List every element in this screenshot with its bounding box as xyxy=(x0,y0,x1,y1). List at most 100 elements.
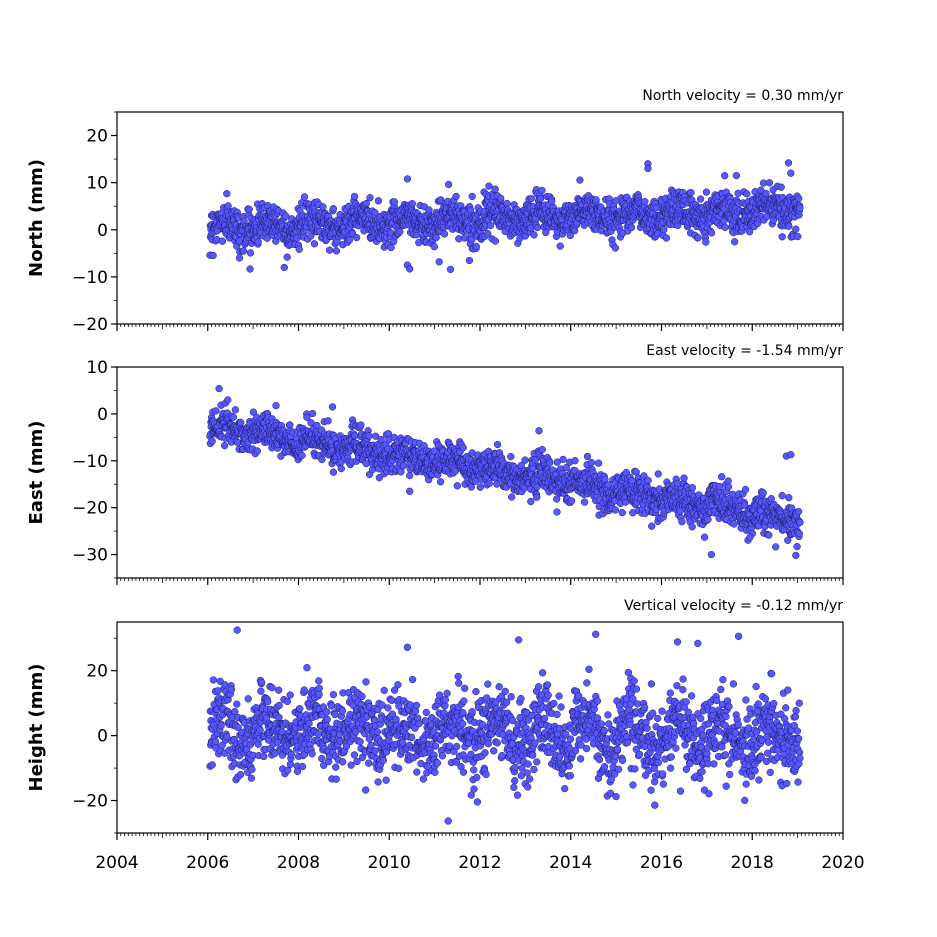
y-tick-label: −20 xyxy=(72,499,108,519)
data-point xyxy=(745,228,754,236)
data-point xyxy=(284,766,292,775)
data-point xyxy=(627,223,636,232)
data-point xyxy=(794,232,802,241)
data-point xyxy=(283,253,291,261)
data-point xyxy=(716,482,724,491)
data-point xyxy=(358,692,366,701)
data-point xyxy=(538,186,546,195)
data-point xyxy=(374,778,382,786)
data-point xyxy=(772,543,780,551)
data-point xyxy=(545,459,554,467)
data-point xyxy=(576,176,584,184)
data-point xyxy=(315,684,323,693)
data-point xyxy=(592,196,600,204)
data-point xyxy=(286,691,294,699)
data-point xyxy=(721,223,729,231)
data-point xyxy=(644,476,652,485)
data-point xyxy=(282,212,290,220)
data-point xyxy=(604,481,612,489)
data-point xyxy=(430,243,438,251)
data-point xyxy=(387,243,395,252)
data-point xyxy=(413,768,421,776)
data-point xyxy=(611,244,620,252)
data-point xyxy=(508,493,516,501)
data-point xyxy=(785,494,793,502)
data-point xyxy=(338,707,347,715)
data-point xyxy=(235,254,244,262)
data-point xyxy=(328,403,337,411)
data-point xyxy=(796,204,804,212)
data-point xyxy=(399,462,408,470)
data-point xyxy=(256,726,264,734)
data-point xyxy=(497,194,505,202)
data-point xyxy=(257,678,266,687)
data-point xyxy=(275,686,283,694)
data-point xyxy=(315,677,323,685)
data-point xyxy=(476,483,484,491)
data-point xyxy=(517,461,525,470)
data-point xyxy=(347,761,355,769)
data-point xyxy=(503,199,511,208)
y-tick-label: 20 xyxy=(86,127,108,147)
data-point xyxy=(704,515,712,524)
data-point xyxy=(310,240,319,248)
data-point xyxy=(339,758,347,766)
data-point xyxy=(362,199,370,208)
data-point xyxy=(724,483,733,491)
data-point xyxy=(765,531,773,539)
data-point xyxy=(362,678,370,686)
data-point xyxy=(211,737,220,746)
data-point xyxy=(224,396,232,404)
y-tick-label: 10 xyxy=(86,358,108,378)
data-point xyxy=(272,401,280,410)
data-point xyxy=(472,242,480,251)
data-point xyxy=(352,233,361,242)
data-point xyxy=(245,205,253,213)
y-axis-label: East (mm) xyxy=(26,421,47,525)
data-point xyxy=(392,715,400,723)
panel-title: East velocity = -1.54 mm/yr xyxy=(646,343,843,359)
data-point xyxy=(314,730,322,738)
y-axis-label: North (mm) xyxy=(26,159,47,277)
data-point xyxy=(594,459,603,467)
y-tick-label: 10 xyxy=(86,174,108,194)
data-point xyxy=(305,719,313,728)
data-point xyxy=(332,247,341,255)
data-point xyxy=(324,417,332,425)
data-point xyxy=(484,229,492,238)
data-point xyxy=(371,208,379,217)
data-point xyxy=(406,487,414,495)
data-point xyxy=(731,238,739,246)
data-point xyxy=(313,421,321,430)
data-point xyxy=(785,222,793,230)
data-point xyxy=(239,247,248,255)
data-point xyxy=(688,484,697,492)
data-point xyxy=(231,406,240,414)
data-point xyxy=(300,686,308,694)
data-point xyxy=(718,473,726,481)
data-point xyxy=(485,479,493,487)
data-point xyxy=(236,770,245,779)
data-point xyxy=(792,225,800,233)
data-point xyxy=(430,447,438,455)
data-point xyxy=(571,457,579,465)
data-point xyxy=(472,477,480,485)
data-point xyxy=(644,164,652,173)
data-point xyxy=(765,179,774,187)
data-point xyxy=(521,456,529,464)
data-point xyxy=(548,197,556,206)
data-point xyxy=(307,419,315,427)
data-point xyxy=(433,759,442,767)
data-point xyxy=(244,695,252,703)
data-point xyxy=(406,265,414,273)
data-point xyxy=(325,246,334,254)
data-point xyxy=(329,468,338,476)
data-point xyxy=(303,664,311,672)
data-point xyxy=(535,427,543,435)
data-point xyxy=(295,245,303,253)
data-point xyxy=(746,533,754,541)
data-point xyxy=(792,551,800,560)
